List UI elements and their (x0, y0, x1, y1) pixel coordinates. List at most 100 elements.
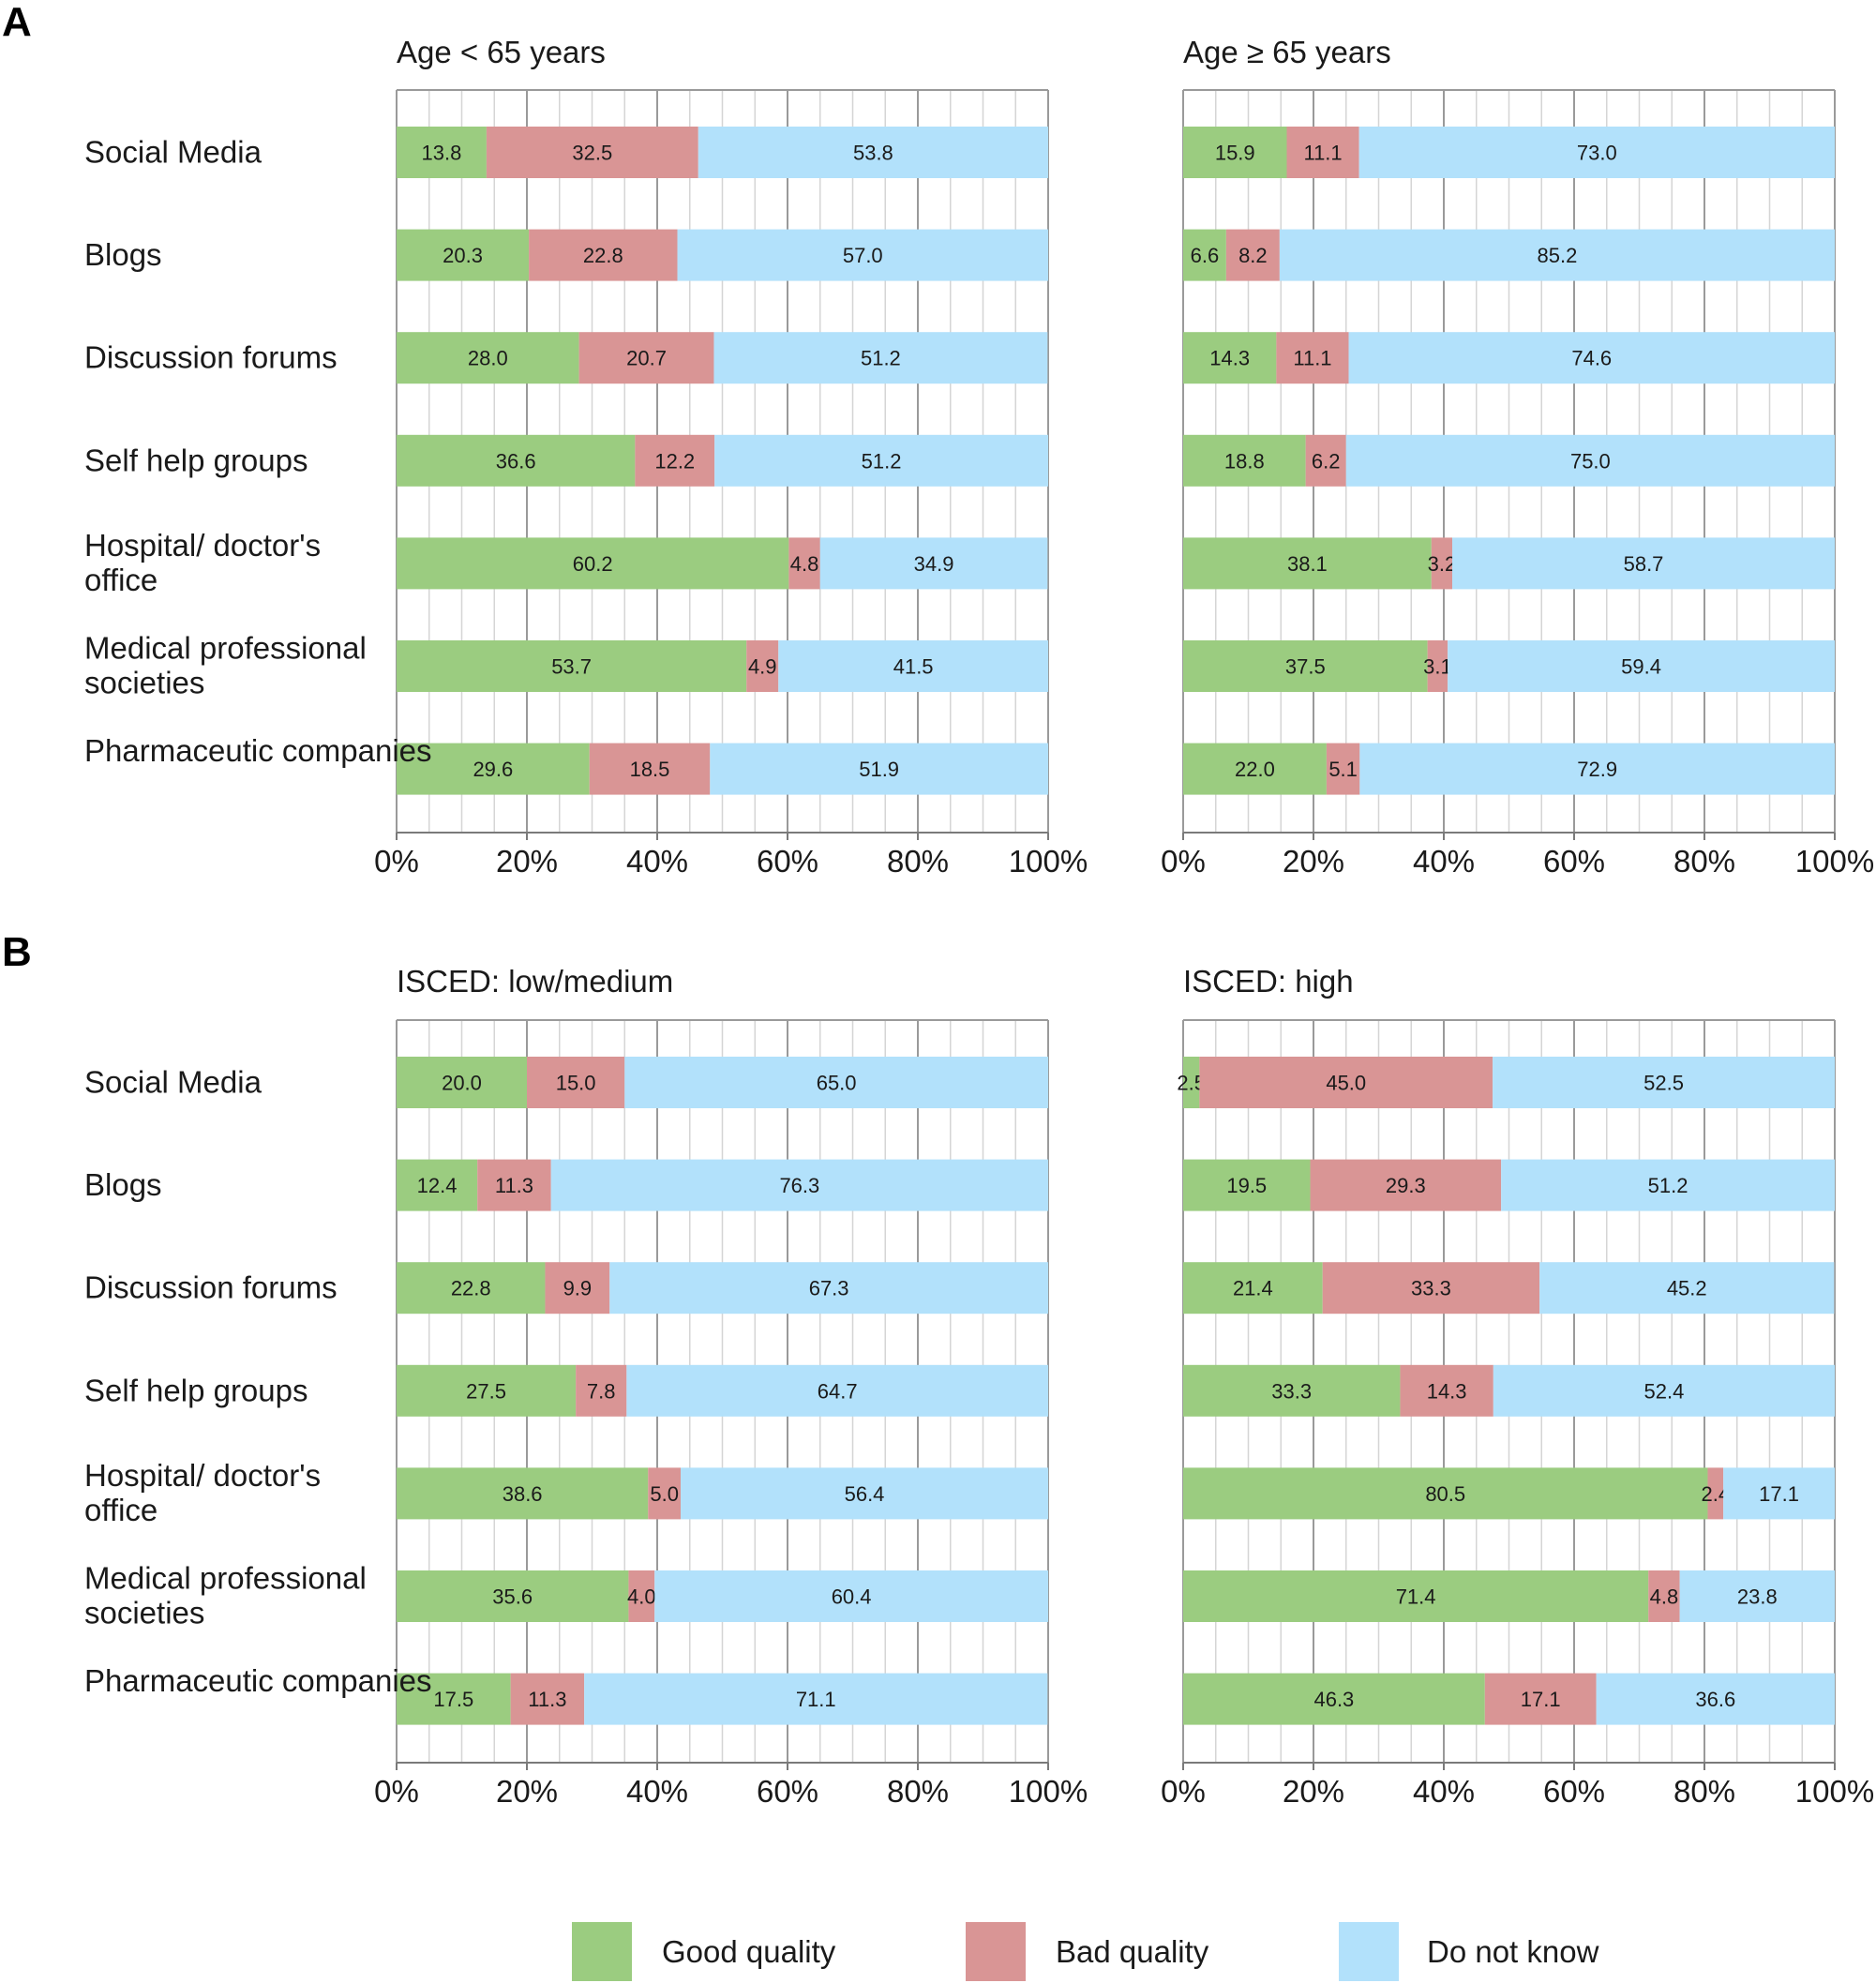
bar-segment-bad (1276, 332, 1349, 384)
data-label: 64.7 (818, 1379, 858, 1403)
x-tick-label: 80% (1673, 1774, 1735, 1809)
bar-segment-good (397, 332, 579, 384)
bar-segment-good (1183, 1570, 1649, 1622)
bar-segment-good (397, 1159, 478, 1211)
data-label: 13.8 (422, 142, 462, 165)
category-label: Discussion forums (84, 1270, 338, 1305)
bar-segment-bad (477, 1159, 551, 1211)
data-label: 22.0 (1235, 758, 1275, 781)
category-label: Self help groups (84, 1373, 308, 1407)
legend-label-bad: Bad quality (1056, 1934, 1209, 1969)
data-label: 22.8 (583, 244, 623, 267)
bar-segment-bad (529, 229, 678, 281)
category-label: Pharmaceutic companies (84, 1663, 432, 1698)
category-label: Medical professional societies (84, 631, 367, 700)
data-label: 12.2 (654, 449, 695, 473)
bar-segment-dontknow (626, 1364, 1048, 1417)
bar-segment-bad (527, 1057, 625, 1108)
data-label: 65.0 (817, 1072, 857, 1095)
bar-segment-dontknow (1448, 640, 1835, 692)
bar-segment-bad (589, 743, 711, 795)
category-label: Social Media (84, 1065, 263, 1100)
data-label: 29.6 (473, 758, 513, 781)
data-label: 23.8 (1737, 1585, 1778, 1609)
data-label: 51.2 (1648, 1174, 1688, 1197)
data-label: 57.0 (843, 244, 883, 267)
data-label: 4.8 (790, 552, 819, 576)
legend: Good quality Bad quality Do not know (572, 1922, 1599, 1981)
x-tick-label: 80% (887, 1774, 949, 1809)
data-label: 17.1 (1759, 1482, 1799, 1506)
x-tick-label: 100% (1009, 844, 1088, 879)
x-tick-label: 40% (1413, 844, 1475, 879)
data-label: 7.8 (587, 1379, 616, 1403)
data-label: 18.8 (1224, 449, 1265, 473)
x-tick-label: 100% (1795, 844, 1874, 879)
bar-segment-good (397, 1673, 511, 1725)
data-label: 46.3 (1313, 1688, 1354, 1711)
bar-segment-good (397, 1570, 629, 1622)
x-tick-label: 0% (1161, 844, 1206, 879)
bar-segment-bad (1707, 1467, 1724, 1520)
category-label: Hospital/ doctor's office (84, 1458, 321, 1527)
bar-segment-bad (576, 1364, 627, 1417)
bar-segment-bad (510, 1673, 585, 1725)
data-label: 75.0 (1570, 449, 1611, 473)
bar-segment-bad (1400, 1364, 1493, 1417)
data-label: 38.1 (1287, 552, 1328, 576)
bar-segment-bad (1326, 743, 1360, 795)
x-tick-label: 20% (1283, 1774, 1344, 1809)
bar-segment-bad (1322, 1262, 1540, 1314)
bar-segment-dontknow (550, 1159, 1048, 1211)
category-label: Blogs (84, 237, 162, 272)
bar-segment-bad (1648, 1570, 1680, 1622)
x-tick-label: 100% (1009, 1774, 1088, 1809)
chart-title: Age < 65 years (397, 35, 606, 69)
data-label: 45.0 (1326, 1072, 1366, 1095)
data-label: 18.5 (630, 758, 670, 781)
data-label: 33.3 (1271, 1379, 1312, 1403)
data-label: 35.6 (492, 1585, 533, 1609)
legend-swatch-bad (966, 1922, 1026, 1981)
bar-segment-dontknow (778, 640, 1048, 692)
category-label: Pharmaceutic companies (84, 733, 432, 768)
data-label: 38.6 (503, 1482, 543, 1506)
data-label: 20.7 (626, 347, 667, 370)
data-label: 32.5 (572, 142, 612, 165)
bar-segment-good (1183, 1673, 1485, 1725)
x-tick-label: 40% (1413, 1774, 1475, 1809)
bar-segment-dontknow (1359, 743, 1835, 795)
bar-segment-good (1183, 1364, 1401, 1417)
data-label: 9.9 (563, 1277, 593, 1300)
bar-segment-good (1183, 1467, 1708, 1520)
data-label: 52.5 (1643, 1072, 1684, 1095)
bar-segment-dontknow (1279, 229, 1835, 281)
data-label: 11.3 (528, 1688, 566, 1711)
bar-segment-dontknow (1679, 1570, 1835, 1622)
x-tick-label: 80% (1673, 844, 1735, 879)
bar-segment-dontknow (1539, 1262, 1835, 1314)
data-label: 27.5 (466, 1379, 506, 1403)
bar-segment-good (1183, 743, 1327, 795)
data-label: 73.0 (1577, 142, 1617, 165)
bar-segment-good (1183, 229, 1226, 281)
bar-segment-dontknow (1348, 332, 1835, 384)
bar-segment-dontknow (584, 1673, 1048, 1725)
bar-segment-dontknow (677, 229, 1048, 281)
x-tick-label: 20% (496, 1774, 558, 1809)
category-label: Discussion forums (84, 340, 338, 375)
bar-segment-dontknow (1723, 1467, 1835, 1520)
bar-segment-bad (578, 332, 714, 384)
data-label: 14.3 (1427, 1379, 1467, 1403)
x-tick-label: 60% (1543, 844, 1605, 879)
data-label: 6.2 (1312, 449, 1341, 473)
x-tick-label: 60% (1543, 1774, 1605, 1809)
legend-label-good: Good quality (662, 1934, 836, 1969)
data-label: 58.7 (1624, 552, 1664, 576)
x-tick-label: 60% (757, 844, 818, 879)
charts-group: Age < 65 years 0% 20% 40% 60% 80% 100% 13.8 32.5… (84, 35, 1874, 1809)
chart-title: ISCED: low/medium (397, 964, 673, 999)
